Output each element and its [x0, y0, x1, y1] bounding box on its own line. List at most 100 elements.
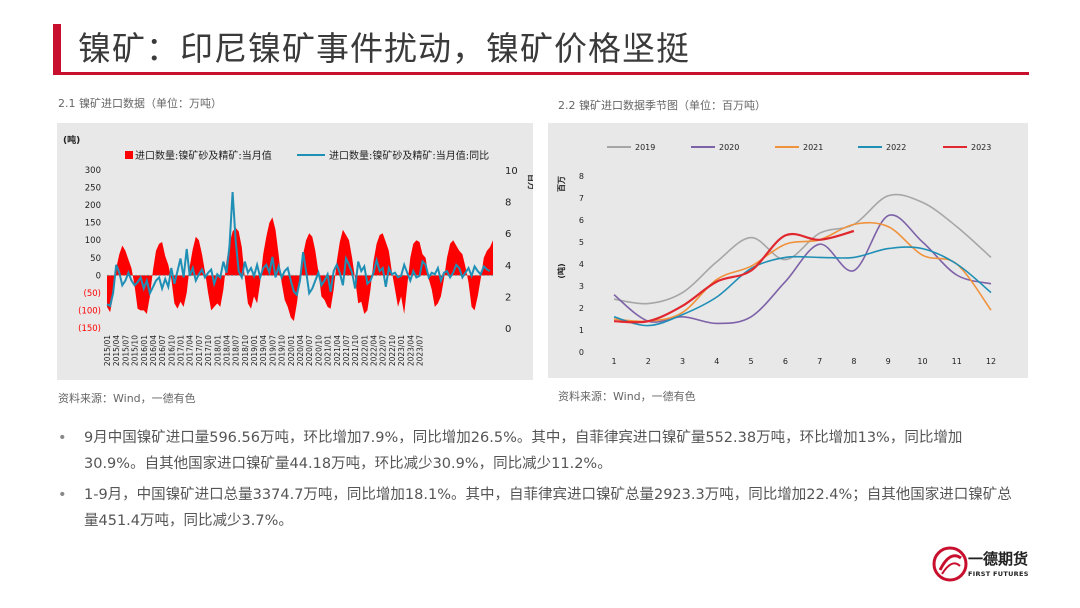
y-tick-label: (50)	[84, 289, 101, 299]
x-tick-label: 2021/04	[333, 335, 342, 366]
y-right-tick-label: 0	[505, 324, 511, 335]
y-tick-label: 150	[85, 219, 101, 229]
x-tick-label: 2016/01	[140, 335, 149, 366]
y-right-tick-label: 2	[505, 292, 511, 303]
x-tick-label: 2022/10	[388, 335, 397, 366]
y-tick-label: 3	[579, 282, 584, 291]
series-line-2023	[613, 229, 855, 324]
y-tick-label: 50	[90, 254, 101, 264]
x-tick-label: 2021/07	[342, 335, 351, 366]
bullet-text: 9月中国镍矿进口量596.56万吨，环比增加7.9%，同比增加26.5%。其中，…	[84, 430, 963, 472]
y-tick-label: 5	[579, 238, 584, 247]
right-chart-caption: 2.2 镍矿进口数据季节图（单位：百万吨）	[558, 99, 766, 112]
x-tick-label: 2019/07	[268, 335, 277, 366]
bullet-item: • 9月中国镍矿进口量596.56万吨，环比增加7.9%，同比增加26.5%。其…	[58, 425, 1018, 477]
y-right-tick-label: 8	[505, 198, 511, 209]
title-divider	[53, 72, 1029, 75]
series-line-2020	[613, 214, 992, 325]
x-tick-label: 2016/07	[158, 335, 167, 366]
import-volume-area	[107, 217, 493, 321]
y-tick-label: 2	[579, 304, 584, 313]
x-tick-label: 2020/10	[314, 335, 323, 366]
x-tick-label: 9	[886, 357, 891, 366]
series-line-2019	[613, 193, 992, 305]
logo-name: 一德期货	[968, 550, 1029, 568]
bullet-dot: •	[58, 430, 67, 446]
y-tick-label: 300	[85, 166, 101, 176]
y-tick-label: 6	[579, 216, 584, 225]
x-tick-label: 2017/04	[186, 335, 195, 366]
x-tick-label: 2023/01	[397, 335, 406, 366]
x-tick-label: 2022/01	[360, 335, 369, 366]
y-tick-label: (150)	[78, 324, 101, 334]
bullet-item: • 1-9月，中国镍矿进口总量3374.7万吨，同比增加18.1%。其中，自菲律…	[58, 482, 1018, 534]
logo-subtitle: FIRST FUTURES	[968, 570, 1029, 578]
legend-label: 2020	[719, 143, 739, 152]
x-tick-label: 2018/04	[222, 335, 231, 366]
company-logo: 一德期货 FIRST FUTURES	[930, 540, 1040, 600]
y-tick-label: 4	[579, 260, 584, 269]
x-tick-label: 2017/07	[195, 335, 204, 366]
x-tick-label: 2020/01	[287, 335, 296, 366]
x-tick-label: 1	[611, 357, 616, 366]
x-tick-label: 2017/10	[204, 335, 213, 366]
x-tick-label: 2016/10	[167, 335, 176, 366]
page-title: 镍矿：印尼镍矿事件扰动，镍矿价格坚挺	[78, 29, 690, 68]
legend-swatch	[125, 151, 133, 159]
legend-label: 进口数量:镍矿砂及精矿:当月值	[135, 149, 272, 162]
y-axis-extra-label: (吨)	[556, 263, 566, 278]
x-tick-label: 2023/04	[406, 335, 415, 366]
x-tick-label: 5	[749, 357, 754, 366]
bullet-dot: •	[58, 487, 67, 503]
y-right-tick-label: 6	[505, 229, 511, 240]
x-tick-label: 3	[680, 357, 685, 366]
y-tick-label: 200	[85, 201, 101, 211]
left-chart-panel: (吨) 百万 进口数量:镍矿砂及精矿:当月值 进口数量:镍矿砂及精矿:当月值:同比 30…	[57, 123, 536, 380]
x-tick-label: 2020/07	[305, 335, 314, 366]
legend-label: 2022	[886, 143, 906, 152]
legend-label: 进口数量:镍矿砂及精矿:当月值:同比	[329, 149, 489, 162]
left-axis-unit: (吨)	[63, 134, 80, 146]
x-tick-label: 2021/10	[351, 335, 360, 366]
x-tick-label: 4	[714, 357, 719, 366]
x-tick-label: 2016/04	[149, 335, 158, 366]
x-tick-label: 2019/04	[259, 335, 268, 366]
y-axis-unit: 百万	[557, 176, 566, 192]
x-tick-label: 2020/04	[296, 335, 305, 366]
y-tick-label: 8	[579, 172, 584, 181]
x-tick-label: 8	[851, 357, 856, 366]
x-tick-label: 2	[646, 357, 651, 366]
x-tick-label: 7	[817, 357, 822, 366]
series-line-2021	[613, 221, 992, 323]
x-tick-label: 6	[783, 357, 788, 366]
x-tick-label: 2015/04	[112, 335, 121, 366]
series-line-2022	[613, 246, 992, 327]
x-tick-label: 2021/01	[324, 335, 333, 366]
y-tick-label: 7	[579, 194, 584, 203]
y-tick-label: 250	[85, 184, 101, 194]
left-chart-source: 资料来源：Wind，一德有色	[58, 392, 196, 405]
bullet-text: 1-9月，中国镍矿进口总量3374.7万吨，同比增加18.1%。其中，自菲律宾进…	[84, 487, 1012, 529]
x-tick-label: 2015/01	[103, 335, 112, 366]
yoy-line	[106, 192, 491, 308]
y-tick-label: 1	[579, 326, 584, 335]
right-chart-source: 资料来源：Wind，一德有色	[558, 390, 696, 403]
legend-label: 2023	[971, 143, 991, 152]
x-tick-label: 2018/10	[241, 335, 250, 366]
x-tick-label: 12	[986, 357, 996, 366]
title-accent-bar	[53, 24, 61, 72]
x-tick-label: 2023/07	[415, 335, 424, 366]
x-tick-label: 2022/07	[379, 335, 388, 366]
y-right-tick-label: 10	[505, 166, 518, 177]
logo-mark-icon	[932, 546, 968, 582]
left-chart-caption: 2.1 镍矿进口数据（单位：万吨）	[58, 97, 222, 110]
right-chart-panel: 百万 (吨) 2019 2020 2021 2022 2023 8 7 6 5 4 3 2 1 0 1 2 3 4 5 6…	[548, 123, 1028, 378]
y-tick-label: 100	[85, 236, 101, 246]
legend-label: 2019	[635, 143, 655, 152]
y-tick-label: 0	[96, 271, 101, 281]
y-tick-label: 0	[579, 348, 584, 357]
y-right-tick-label: 4	[505, 261, 511, 272]
x-tick-label: 2019/01	[250, 335, 259, 366]
x-tick-label: 11	[952, 357, 962, 366]
